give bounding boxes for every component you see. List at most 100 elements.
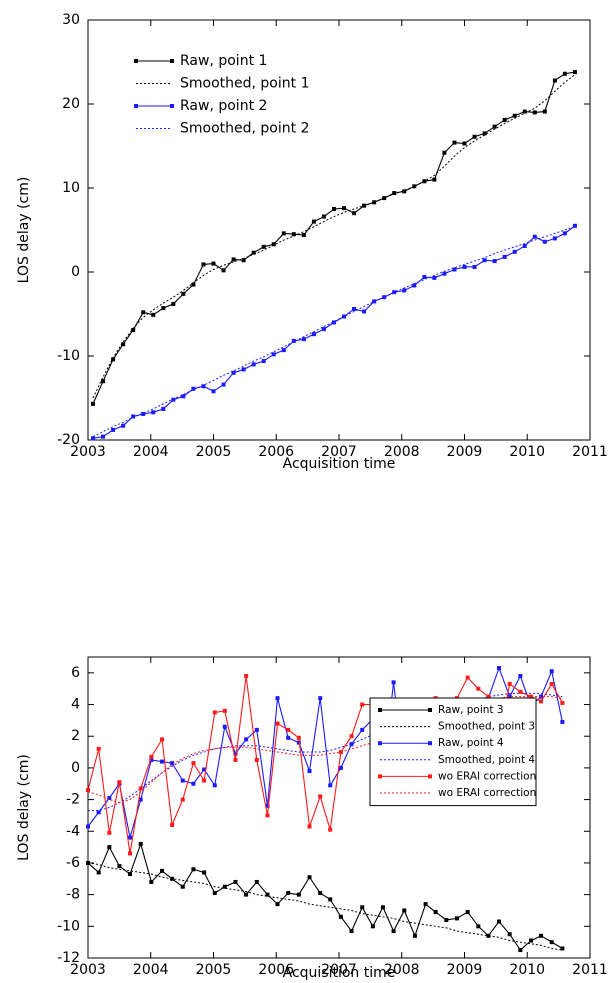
- legend-label: wo ERAI correction: [438, 787, 536, 799]
- data-point: [96, 870, 101, 875]
- x-tick-label: 2004: [133, 444, 169, 460]
- data-point: [244, 674, 249, 679]
- x-tick-label: 2006: [258, 444, 294, 460]
- data-point: [392, 191, 397, 196]
- data-point: [342, 314, 347, 319]
- data-point: [462, 264, 467, 269]
- y-tick-label: -8: [66, 887, 80, 903]
- data-point: [141, 411, 146, 416]
- data-point: [202, 870, 207, 875]
- data-point: [86, 824, 90, 829]
- data-point: [254, 727, 259, 732]
- series-line: [92, 225, 576, 439]
- data-point: [465, 910, 470, 915]
- legend-marker: [170, 104, 174, 108]
- data-point: [121, 423, 126, 428]
- data-point: [180, 778, 185, 783]
- data-point: [271, 242, 276, 247]
- data-point: [191, 781, 196, 786]
- data-point: [497, 919, 502, 924]
- data-point: [160, 737, 165, 742]
- data-point: [261, 244, 266, 249]
- data-point: [318, 696, 323, 701]
- data-point: [201, 384, 206, 389]
- data-point: [311, 219, 316, 224]
- data-point: [402, 288, 407, 293]
- data-point: [86, 788, 90, 793]
- x-tick-label: 2005: [196, 962, 232, 978]
- legend-marker: [428, 708, 432, 712]
- data-point: [261, 359, 266, 364]
- data-point: [180, 797, 185, 802]
- data-point: [328, 783, 333, 788]
- data-point: [275, 721, 280, 726]
- data-point: [529, 938, 534, 943]
- data-point: [161, 406, 166, 411]
- data-point: [307, 824, 312, 829]
- data-point: [522, 243, 527, 248]
- data-point: [476, 686, 481, 691]
- series-line: [87, 696, 563, 804]
- data-point: [331, 207, 336, 211]
- x-tick-label: 2009: [447, 444, 483, 460]
- data-point: [452, 267, 457, 272]
- legend-marker: [378, 708, 382, 712]
- data-point: [372, 200, 377, 205]
- data-point: [151, 410, 156, 415]
- data-point: [191, 386, 196, 391]
- data-point: [180, 884, 185, 889]
- data-point: [233, 751, 238, 756]
- x-tick-label: 2010: [509, 962, 545, 978]
- series-line: [92, 226, 576, 438]
- legend-marker: [428, 774, 432, 779]
- data-point: [202, 767, 207, 772]
- legend-marker: [170, 59, 174, 63]
- data-point: [482, 258, 487, 263]
- y-tick-label: 2: [71, 728, 80, 744]
- data-point: [432, 177, 437, 182]
- data-point: [141, 310, 146, 315]
- legend-marker: [134, 104, 138, 108]
- data-point: [231, 370, 236, 375]
- x-tick-label: 2011: [572, 444, 608, 460]
- data-point: [251, 362, 256, 367]
- data-point: [370, 924, 375, 929]
- data-point: [532, 110, 537, 115]
- data-point: [542, 109, 547, 114]
- data-point: [251, 250, 256, 255]
- data-point: [202, 778, 207, 783]
- x-tick-label: 2007: [321, 962, 357, 978]
- data-point: [265, 892, 270, 897]
- y-tick-label: 0: [71, 760, 80, 776]
- data-point: [391, 680, 396, 685]
- data-point: [512, 113, 517, 118]
- data-point: [572, 223, 577, 228]
- plot-frame: [87, 19, 591, 441]
- data-point: [96, 810, 101, 815]
- data-point: [412, 184, 417, 189]
- legend-label: wo ERAI correction: [438, 770, 536, 782]
- data-point: [241, 258, 246, 263]
- data-point: [233, 879, 238, 884]
- data-point: [331, 320, 336, 325]
- data-point: [170, 761, 175, 766]
- data-point: [281, 231, 286, 236]
- data-point: [221, 268, 226, 273]
- data-point: [231, 257, 236, 262]
- data-point: [444, 917, 449, 922]
- data-point: [265, 813, 270, 818]
- data-point: [138, 786, 143, 791]
- data-point: [181, 291, 186, 296]
- data-point: [552, 236, 557, 241]
- data-point: [241, 367, 246, 372]
- data-point: [572, 70, 577, 75]
- data-point: [338, 765, 343, 770]
- data-point: [486, 933, 491, 938]
- data-point: [518, 689, 523, 694]
- y-axis-label: LOS delay (cm): [16, 177, 32, 284]
- y-tick-label: 20: [62, 96, 80, 112]
- data-point: [507, 694, 512, 699]
- data-point: [360, 702, 365, 707]
- data-point: [101, 434, 106, 439]
